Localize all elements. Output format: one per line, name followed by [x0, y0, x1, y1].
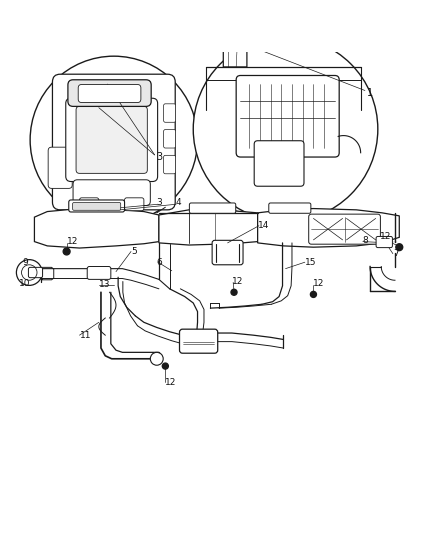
Text: 12: 12 — [380, 232, 391, 241]
FancyBboxPatch shape — [53, 74, 175, 210]
Circle shape — [30, 56, 198, 223]
FancyBboxPatch shape — [73, 203, 121, 211]
Text: 1: 1 — [367, 87, 373, 98]
Text: 12: 12 — [314, 279, 325, 288]
Circle shape — [396, 244, 403, 251]
FancyBboxPatch shape — [164, 104, 176, 122]
Text: 3: 3 — [157, 152, 163, 162]
FancyBboxPatch shape — [212, 15, 256, 28]
Circle shape — [63, 248, 70, 255]
FancyBboxPatch shape — [73, 180, 150, 206]
FancyBboxPatch shape — [376, 237, 392, 248]
Text: 15: 15 — [305, 258, 316, 266]
FancyBboxPatch shape — [254, 141, 304, 186]
FancyBboxPatch shape — [124, 198, 144, 211]
Text: 12: 12 — [232, 277, 243, 286]
Circle shape — [231, 289, 237, 295]
Text: 9: 9 — [22, 258, 28, 266]
FancyBboxPatch shape — [309, 214, 380, 244]
FancyBboxPatch shape — [164, 130, 176, 148]
Polygon shape — [35, 208, 159, 248]
FancyBboxPatch shape — [269, 203, 311, 213]
Text: 3: 3 — [157, 198, 162, 207]
FancyBboxPatch shape — [180, 329, 218, 353]
Polygon shape — [223, 22, 247, 67]
FancyBboxPatch shape — [76, 107, 147, 173]
Circle shape — [16, 260, 42, 285]
Text: 13: 13 — [99, 280, 110, 289]
FancyBboxPatch shape — [212, 240, 243, 265]
FancyBboxPatch shape — [87, 266, 111, 279]
Text: 12: 12 — [67, 237, 78, 246]
Circle shape — [150, 352, 163, 365]
Text: 14: 14 — [258, 221, 269, 230]
FancyBboxPatch shape — [78, 85, 141, 102]
FancyBboxPatch shape — [69, 200, 124, 212]
FancyBboxPatch shape — [68, 80, 151, 107]
Text: 6: 6 — [157, 258, 162, 266]
Circle shape — [311, 292, 316, 297]
Text: 12: 12 — [166, 378, 177, 387]
FancyBboxPatch shape — [236, 76, 339, 157]
FancyBboxPatch shape — [66, 98, 158, 182]
Text: 5: 5 — [131, 247, 137, 256]
Circle shape — [193, 37, 378, 221]
Circle shape — [162, 363, 168, 369]
Polygon shape — [258, 208, 399, 247]
FancyBboxPatch shape — [189, 203, 236, 213]
Text: 8: 8 — [363, 236, 368, 245]
FancyBboxPatch shape — [28, 268, 42, 278]
Text: 11: 11 — [79, 330, 91, 340]
FancyBboxPatch shape — [164, 155, 176, 174]
FancyBboxPatch shape — [79, 198, 99, 211]
FancyBboxPatch shape — [48, 147, 72, 188]
Text: 10: 10 — [19, 279, 31, 288]
Text: 7: 7 — [393, 249, 399, 258]
Text: 4: 4 — [175, 198, 181, 207]
Polygon shape — [159, 210, 258, 245]
